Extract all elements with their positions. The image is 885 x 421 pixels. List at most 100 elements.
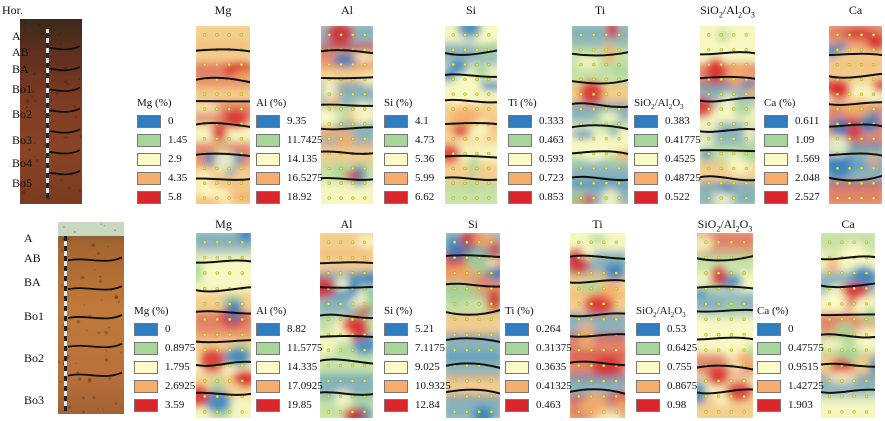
legend-row: 9.025 <box>384 361 456 374</box>
legend-value: 1.45 <box>168 134 188 146</box>
legend-row: 0 <box>137 115 209 128</box>
legend-swatch <box>757 361 781 374</box>
legend-value: 19.85 <box>287 399 312 411</box>
panel-title: SiO2/Al2O3 <box>697 217 753 234</box>
legend-swatch <box>256 323 280 336</box>
horizon-label: BA <box>12 62 29 76</box>
legend-value: 0.98 <box>667 399 687 411</box>
legend-row: 16.5275 <box>256 172 328 185</box>
legend-row: 0.463 <box>505 399 577 412</box>
horizon-label: Bo2 <box>24 351 45 365</box>
legend-value: 10.9325 <box>415 380 451 392</box>
legend-value: 0 <box>788 323 794 335</box>
legend-swatch <box>384 342 408 355</box>
panel-title: SiO2/Al2O3 <box>700 3 755 20</box>
legend-value: 14.135 <box>287 153 318 165</box>
legend-row: 10.9325 <box>384 380 456 393</box>
legend-value: 0.41325 <box>536 380 572 392</box>
legend-row: 1.42725 <box>757 380 829 393</box>
legend-value: 0.8975 <box>165 342 196 354</box>
legend-row: 2.6925 <box>134 380 206 393</box>
horizon-label: A <box>24 231 33 245</box>
heatmap-panel <box>697 233 753 418</box>
legend-row: 1.569 <box>764 153 836 166</box>
legend-row: 0.755 <box>636 361 708 374</box>
legend-row: 0.522 <box>634 191 706 204</box>
legend-value: 9.025 <box>415 361 440 373</box>
legend-row: 11.5775 <box>256 342 328 355</box>
legend-row: 0.41775 <box>634 134 706 147</box>
legend-swatch <box>505 323 529 336</box>
legend-row: 0.853 <box>508 191 580 204</box>
legend-value: 0 <box>165 323 171 335</box>
legend-row: 1.903 <box>757 399 829 412</box>
horizon-label: Bo1 <box>24 309 45 323</box>
legend-value: 0.853 <box>539 191 564 203</box>
legend-swatch <box>505 342 529 355</box>
legend-swatch <box>134 361 158 374</box>
legend: Ca (%) 0 0.47575 0.9515 1.42725 1.903 <box>757 305 829 415</box>
heatmap-panel <box>446 233 500 418</box>
legend-swatch <box>384 172 408 185</box>
legend-swatch <box>256 134 280 147</box>
legend-row: 0.611 <box>764 115 836 128</box>
heatmap-panel <box>196 233 251 418</box>
legend-value: 14.335 <box>287 361 318 373</box>
legend-row: 12.84 <box>384 399 456 412</box>
legend-swatch <box>137 172 161 185</box>
legend-swatch <box>384 191 408 204</box>
legend-row: 0.47575 <box>757 342 829 355</box>
legend-value: 0.593 <box>539 153 564 165</box>
horizon-label: Bo4 <box>12 156 33 170</box>
legend-swatch <box>636 380 660 393</box>
legend-title: Mg (%) <box>137 97 172 109</box>
legend-row: 6.62 <box>384 191 456 204</box>
heatmap-panel <box>320 233 373 418</box>
heatmap-panel <box>829 26 882 204</box>
legend-swatch <box>757 399 781 412</box>
legend-value: 4.1 <box>415 115 429 127</box>
legend-swatch <box>137 134 161 147</box>
legend-value: 0.9515 <box>788 361 819 373</box>
panel-title: Mg <box>214 3 232 17</box>
legend-value: 1.795 <box>165 361 190 373</box>
legend-swatch <box>384 399 408 412</box>
legend-value: 0 <box>168 115 174 127</box>
legend-row: 1.09 <box>764 134 836 147</box>
legend-swatch <box>134 342 158 355</box>
legend: Mg (%) 0 0.8975 1.795 2.6925 3.59 <box>134 305 206 415</box>
legend-swatch <box>256 399 280 412</box>
legend-title: SiO2/Al2O3 <box>634 97 684 112</box>
panel-title: Ti <box>594 3 606 17</box>
legend-row: 0 <box>134 323 206 336</box>
horizon-label: Bo5 <box>12 176 33 190</box>
legend-value: 6.62 <box>415 191 435 203</box>
legend-value: 0.463 <box>539 134 564 146</box>
legend-title: Si (%) <box>384 305 413 317</box>
legend-row: 0.4525 <box>634 153 706 166</box>
legend-row: 5.8 <box>137 191 209 204</box>
legend-swatch <box>634 153 658 166</box>
legend-value: 0.53 <box>667 323 687 335</box>
legend-swatch <box>757 380 781 393</box>
legend-swatch <box>508 153 532 166</box>
legend-row: 0.264 <box>505 323 577 336</box>
legend-row: 3.59 <box>134 399 206 412</box>
legend-swatch <box>634 172 658 185</box>
legend-value: 1.569 <box>795 153 820 165</box>
legend-value: 0.463 <box>536 399 561 411</box>
legend-swatch <box>636 399 660 412</box>
legend-value: 0.48725 <box>665 172 701 184</box>
legend-row: 2.048 <box>764 172 836 185</box>
horizon-label: BA <box>24 275 41 289</box>
legend-swatch <box>764 191 788 204</box>
legend-row: 0.31375 <box>505 342 577 355</box>
legend-value: 2.6925 <box>165 380 196 392</box>
legend-row: 0.98 <box>636 399 708 412</box>
legend-value: 2.9 <box>168 153 182 165</box>
horizon-label: A <box>12 29 21 43</box>
legend-title: Ti (%) <box>505 305 534 317</box>
legend-title: Ca (%) <box>764 97 796 109</box>
legend-value: 5.21 <box>415 323 435 335</box>
legend-row: 14.335 <box>256 361 328 374</box>
